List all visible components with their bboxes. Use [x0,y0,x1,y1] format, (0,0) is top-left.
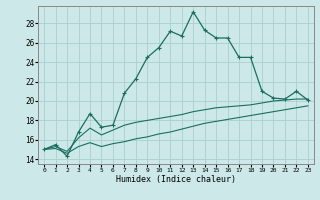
X-axis label: Humidex (Indice chaleur): Humidex (Indice chaleur) [116,175,236,184]
